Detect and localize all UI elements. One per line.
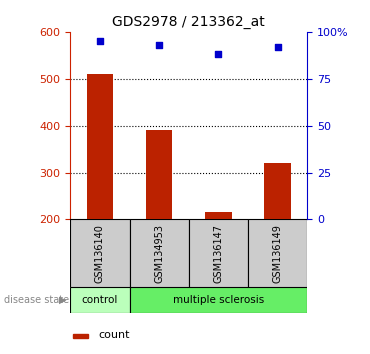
Point xyxy=(156,42,162,48)
Bar xyxy=(70,219,130,287)
Text: ▶: ▶ xyxy=(59,295,67,305)
Text: GSM136149: GSM136149 xyxy=(272,224,283,282)
Bar xyxy=(248,219,307,287)
Bar xyxy=(73,334,88,338)
Bar xyxy=(264,163,291,313)
Point xyxy=(215,52,221,57)
Bar xyxy=(130,219,189,287)
Text: multiple sclerosis: multiple sclerosis xyxy=(173,295,264,305)
Text: control: control xyxy=(82,295,118,305)
Text: GSM134953: GSM134953 xyxy=(154,224,164,282)
Text: GSM136147: GSM136147 xyxy=(213,224,223,282)
Bar xyxy=(70,287,130,313)
Text: disease state: disease state xyxy=(4,295,69,305)
Bar xyxy=(189,219,248,287)
Bar xyxy=(205,212,232,313)
Bar xyxy=(146,130,172,313)
Title: GDS2978 / 213362_at: GDS2978 / 213362_at xyxy=(112,16,265,29)
Point xyxy=(275,44,280,50)
Text: GSM136140: GSM136140 xyxy=(95,224,105,282)
Point xyxy=(97,38,103,44)
Bar xyxy=(87,74,113,313)
Text: count: count xyxy=(98,330,130,340)
Bar xyxy=(130,287,307,313)
